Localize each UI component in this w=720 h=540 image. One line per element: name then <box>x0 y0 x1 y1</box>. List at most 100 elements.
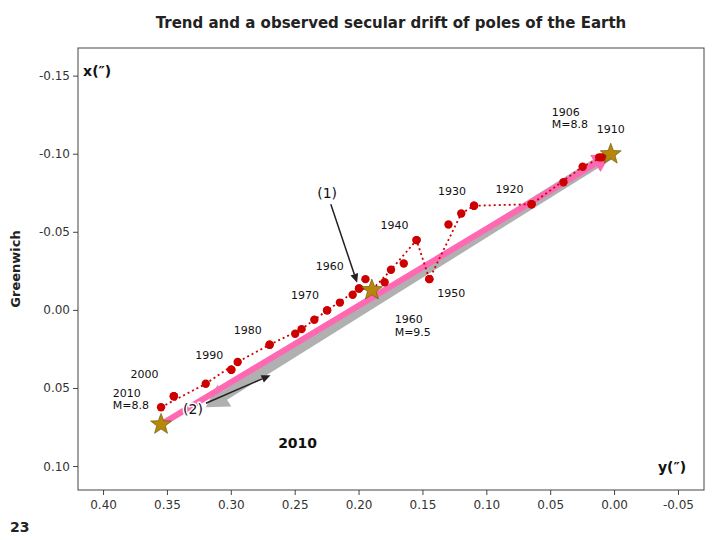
earthquake-star <box>600 143 621 163</box>
y-tick <box>73 466 78 467</box>
x-tick <box>103 490 104 495</box>
pole-point <box>527 200 535 208</box>
annotation-arrow-head <box>261 375 271 382</box>
pole-point <box>265 341 273 349</box>
pole-point <box>425 275 433 283</box>
y-tick <box>73 76 78 77</box>
event-label-line: M=8.8 <box>113 399 149 412</box>
earthquake-star <box>151 413 172 433</box>
year-label: 1910 <box>597 123 625 136</box>
title: Trend and a observed secular drift of po… <box>156 14 627 32</box>
pole-point <box>170 392 178 400</box>
pole-point <box>265 341 273 349</box>
y-tick-label: 0.05 <box>43 381 70 395</box>
pole-point <box>444 220 452 228</box>
y-tick <box>73 154 78 155</box>
x-tick-label: 0.40 <box>90 498 117 512</box>
y-tick-label: 0.00 <box>43 303 70 317</box>
note: 23 <box>10 519 29 535</box>
event-label-line: M=8.8 <box>552 118 588 131</box>
year-label: 1950 <box>437 287 465 300</box>
x-tick-label: 0.30 <box>218 498 245 512</box>
pole-point <box>559 178 567 186</box>
earthquake-star <box>361 279 382 299</box>
x-tick <box>359 490 360 495</box>
event-label: 1906M=8.8 <box>552 106 588 132</box>
year-label: 1930 <box>438 185 466 198</box>
x-tick <box>614 490 615 495</box>
pole-point <box>336 298 344 306</box>
pole-point <box>355 284 363 292</box>
pole-point <box>297 325 305 333</box>
y-tick-label: 0.10 <box>43 460 70 474</box>
pole-point <box>387 266 395 274</box>
event-label-line: 1960 <box>395 313 423 326</box>
event-label-line: 2010 <box>113 387 141 400</box>
pole-point <box>323 306 331 314</box>
drift-line <box>161 154 611 407</box>
pole-point <box>355 284 363 292</box>
pole-point <box>527 200 535 208</box>
x-tick <box>231 490 232 495</box>
event-label-line: M=9.5 <box>395 326 431 339</box>
plot-frame <box>78 48 704 490</box>
pole-point <box>202 380 210 388</box>
pole-point <box>425 275 433 283</box>
pole-point <box>578 163 586 171</box>
y-axis-label: Greenwich <box>8 230 23 307</box>
annotation-arrow-head <box>351 273 359 283</box>
pole-point <box>380 278 388 286</box>
pole-point <box>400 259 408 267</box>
pole-point <box>310 316 318 324</box>
annotation-label: y(″) <box>658 459 686 475</box>
year-label: 1960 <box>316 260 344 273</box>
pole-point <box>233 358 241 366</box>
annotation-label: 2010 <box>278 435 317 451</box>
trend-arrow <box>161 162 598 424</box>
x-tick-label: 0.15 <box>410 498 437 512</box>
pole-point <box>157 403 165 411</box>
y-tick-label: -0.15 <box>39 69 70 83</box>
x-tick-label: -0.05 <box>663 498 694 512</box>
pole-point <box>348 291 356 299</box>
event-label: 2010M=8.8 <box>113 387 149 413</box>
chart: Trend and a observed secular drift of po… <box>0 0 720 540</box>
pole-point <box>227 366 235 374</box>
x-tick <box>167 490 168 495</box>
annotation-arrow <box>206 379 262 403</box>
y-tick <box>73 232 78 233</box>
annotations: x(″)y(″)(1)(2)20101906M=8.81960M=9.52010… <box>83 63 686 474</box>
year-label: 2000 <box>131 368 159 381</box>
pole-point <box>361 275 369 283</box>
y-tick-label: -0.05 <box>39 225 70 239</box>
x-tick-label: 0.20 <box>346 498 373 512</box>
year-label: 1920 <box>496 183 524 196</box>
pole-point <box>227 366 235 374</box>
pole-point <box>412 236 420 244</box>
pole-point <box>470 202 478 210</box>
x-tick <box>486 490 487 495</box>
pole-point <box>170 392 178 400</box>
year-label: 1980 <box>234 324 262 337</box>
x-tick-label: 0.25 <box>282 498 309 512</box>
x-tick <box>422 490 423 495</box>
x-tick <box>550 490 551 495</box>
annotation: (1) <box>317 185 337 201</box>
pole-point <box>470 202 478 210</box>
annotation: (2) <box>183 401 203 417</box>
plot-data <box>151 143 622 433</box>
year-label: 1970 <box>291 289 319 302</box>
year-label: 1940 <box>381 219 409 232</box>
year-label: 1990 <box>195 349 223 362</box>
x-tick-label: 0.00 <box>601 498 628 512</box>
axes: 0.40 0.35 0.30 0.25 0.20 0.15 0.10 0.05 0.00 -0.0… <box>8 48 704 512</box>
annotation-label: x(″) <box>83 63 111 79</box>
y-tick <box>73 388 78 389</box>
pole-point <box>457 209 465 217</box>
event-label: 1960M=9.5 <box>395 313 431 339</box>
event-label-line: 1906 <box>552 106 580 119</box>
pole-point <box>412 236 420 244</box>
x-tick-label: 0.10 <box>473 498 500 512</box>
x-tick-label: 0.35 <box>154 498 181 512</box>
x-tick-label: 0.05 <box>537 498 564 512</box>
